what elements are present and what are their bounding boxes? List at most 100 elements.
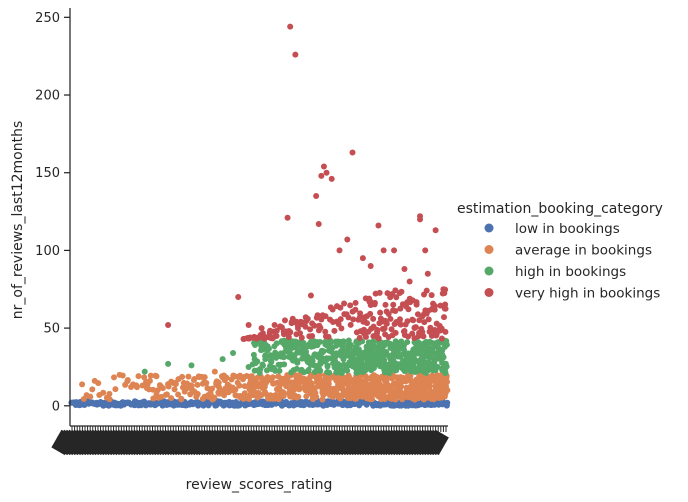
data-point	[295, 393, 302, 400]
data-point	[307, 326, 314, 333]
data-point	[230, 349, 237, 356]
data-point	[428, 292, 435, 299]
data-point	[393, 294, 400, 301]
data-point	[297, 330, 304, 337]
data-point	[349, 149, 356, 156]
data-point	[294, 359, 301, 366]
data-point	[194, 390, 201, 397]
data-point	[210, 394, 217, 401]
data-point	[392, 308, 399, 315]
data-point	[405, 306, 412, 313]
data-point	[371, 299, 378, 306]
data-point	[385, 310, 392, 317]
data-point	[367, 262, 374, 269]
data-point	[309, 333, 316, 340]
data-point	[417, 216, 424, 223]
y-tick-label: 250	[35, 11, 60, 26]
data-point	[269, 374, 276, 381]
data-point	[413, 299, 420, 306]
data-point	[352, 306, 359, 313]
y-tick-label: 50	[43, 322, 60, 337]
data-point	[287, 23, 294, 30]
legend-title: estimation_booking_category	[457, 201, 663, 217]
data-point	[345, 337, 352, 344]
data-point	[390, 301, 397, 308]
data-point	[442, 328, 449, 335]
y-tick-label: 200	[35, 89, 60, 104]
data-point	[364, 320, 371, 327]
y-axis: 0 50 100 150 200 250	[35, 8, 71, 426]
data-point	[391, 247, 398, 254]
data-point	[340, 379, 347, 386]
data-point	[404, 339, 411, 346]
data-point	[185, 373, 192, 380]
data-point	[95, 380, 102, 387]
data-point	[259, 385, 266, 392]
data-point	[394, 352, 401, 359]
data-point	[362, 333, 369, 340]
data-point	[325, 333, 332, 340]
data-point	[439, 394, 446, 401]
data-point	[194, 381, 201, 388]
data-point	[79, 381, 86, 388]
data-point	[375, 222, 382, 229]
data-point	[370, 315, 377, 322]
data-point	[203, 379, 210, 386]
data-point	[171, 386, 178, 393]
data-point	[302, 314, 309, 321]
data-point	[276, 367, 283, 374]
data-point	[381, 325, 388, 332]
data-point	[428, 332, 435, 339]
data-point	[387, 315, 394, 322]
data-point	[341, 300, 348, 307]
data-point	[215, 379, 222, 386]
data-point	[338, 325, 345, 332]
data-point	[235, 294, 242, 301]
data-point	[356, 334, 363, 341]
data-point	[328, 175, 335, 182]
data-point	[416, 344, 423, 351]
data-point	[367, 298, 374, 305]
data-point	[303, 348, 310, 355]
data-point	[336, 247, 343, 254]
data-point	[392, 287, 399, 294]
data-point	[135, 373, 142, 380]
legend-marker	[484, 223, 494, 233]
data-point	[234, 379, 241, 386]
data-point	[322, 313, 329, 320]
legend-marker	[484, 266, 494, 276]
data-point	[434, 364, 441, 371]
data-point	[431, 302, 438, 309]
data-point	[201, 374, 208, 381]
data-point	[111, 374, 118, 381]
data-point	[388, 326, 395, 333]
data-point	[442, 390, 449, 397]
data-point	[412, 324, 419, 331]
data-point	[292, 51, 299, 58]
data-point	[241, 390, 248, 397]
data-point	[313, 314, 320, 321]
data-point	[175, 391, 182, 398]
data-point	[309, 320, 316, 327]
data-point	[296, 384, 303, 391]
data-point	[319, 349, 326, 356]
data-point	[265, 345, 272, 352]
data-point	[153, 373, 160, 380]
data-point	[100, 389, 107, 396]
data-point	[141, 368, 148, 375]
data-point	[442, 305, 449, 312]
data-point	[401, 266, 408, 273]
data-point	[278, 324, 285, 331]
data-point	[284, 214, 291, 221]
data-point	[344, 236, 351, 243]
data-point	[437, 302, 444, 309]
data-point	[323, 169, 330, 176]
data-point	[438, 335, 445, 342]
data-point	[317, 324, 324, 331]
data-point	[404, 318, 411, 325]
data-point	[381, 357, 388, 364]
data-point	[384, 290, 391, 297]
y-axis-title: nr_of_reviews_last12months	[10, 121, 26, 320]
data-point	[252, 360, 259, 367]
data-point	[258, 325, 265, 332]
